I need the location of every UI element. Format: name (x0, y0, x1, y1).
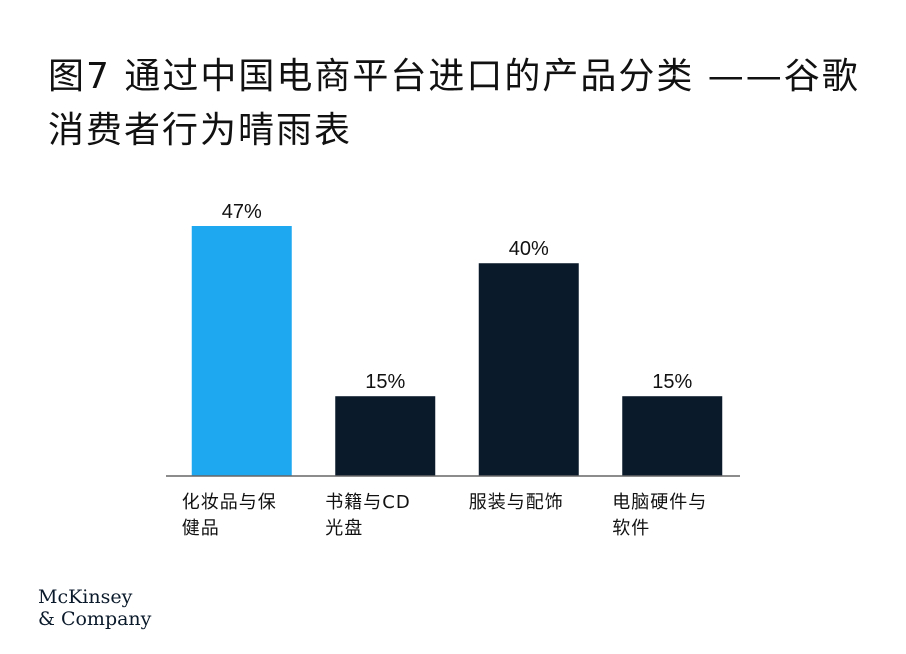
category-label-2: 书籍与CD 光盘 (325, 492, 410, 539)
bar-value-label-1: 47% (222, 201, 262, 223)
bar-value-label-3: 40% (509, 238, 549, 260)
logo-line-1: McKinsey (38, 586, 133, 608)
bar-3 (478, 263, 579, 476)
page-title: 图7 通过中国电商平台进口的产品分类 ——谷歌消费者行为晴雨表 (48, 56, 860, 151)
bar-4 (622, 396, 723, 476)
bar-value-label-4: 15% (652, 371, 692, 393)
category-label-3: 服装与配饰 (469, 492, 564, 513)
category-label-1: 化妆品与保健品 (182, 492, 277, 539)
mckinsey-logo: McKinsey & Company (38, 586, 151, 630)
category-label-4: 电脑硬件与软件 (612, 492, 707, 539)
bar-value-label-2: 15% (365, 371, 405, 393)
logo-line-2: & Company (38, 608, 152, 630)
bar-2 (335, 396, 436, 476)
bar-1 (191, 226, 292, 476)
